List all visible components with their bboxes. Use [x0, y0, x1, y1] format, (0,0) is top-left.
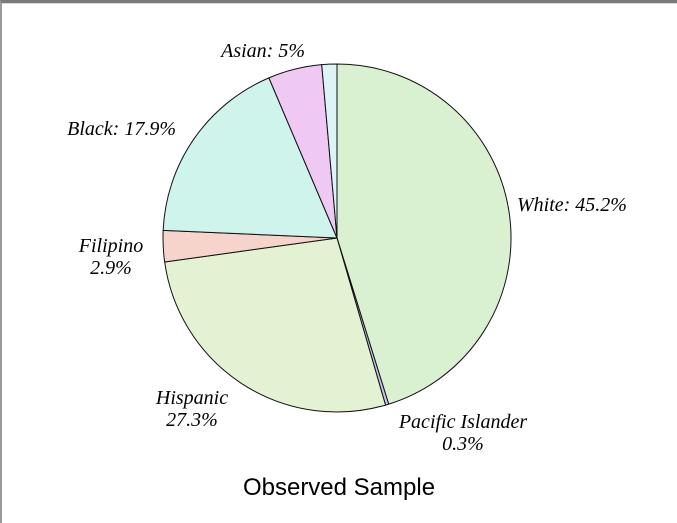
slice-label-pacific-islander: Pacific Islander 0.3% — [398, 411, 528, 455]
slice-label-hispanic: Hispanic 27.3% — [155, 387, 228, 431]
slice-label-asian: Asian: 5% — [219, 40, 305, 62]
frame-inner-line — [2, 3, 677, 4]
slice-label-black: Black: 17.9% — [67, 118, 176, 140]
pie-slice-hispanic — [164, 237, 387, 413]
pie-slice-black — [162, 77, 338, 239]
slice-label-filipino: Filipino 2.9% — [78, 235, 143, 279]
pie-slice-other — [321, 63, 338, 239]
slice-label-white: White: 45.2% — [517, 194, 627, 216]
chart-title: Observed Sample — [243, 474, 435, 501]
pie-slices — [162, 63, 512, 413]
pie-labels: White: 45.2% Pacific Islander 0.3% Hispanic… — [67, 40, 627, 455]
pie-slice-white — [336, 63, 512, 405]
